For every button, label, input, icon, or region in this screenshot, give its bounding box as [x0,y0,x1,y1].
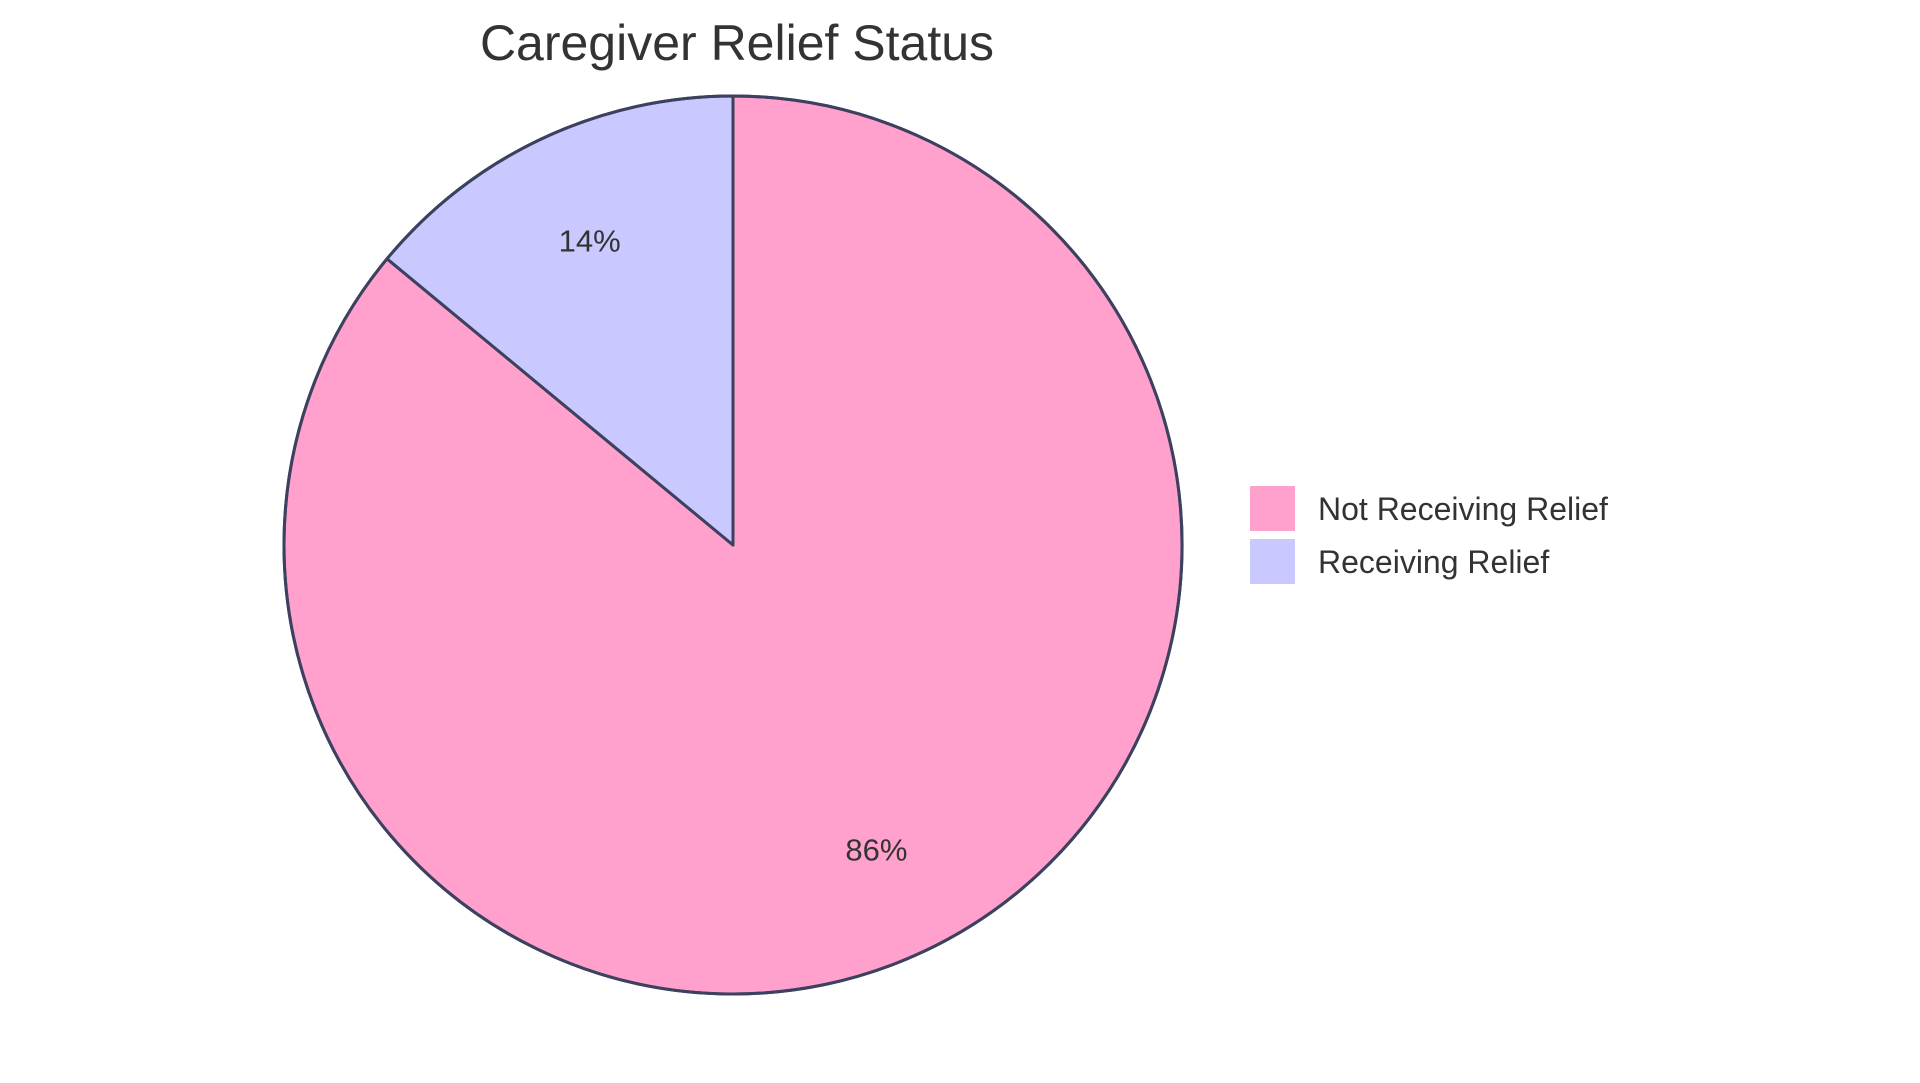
legend-item-receiving-relief[interactable]: Receiving Relief [1250,539,1549,584]
legend: Not Receiving Relief Receiving Relief [1250,486,1608,584]
legend-label-not-receiving-relief: Not Receiving Relief [1318,491,1608,527]
pie-outline [282,94,1184,996]
slice-label-not-receiving-relief: 86% [845,833,907,868]
legend-label-receiving-relief: Receiving Relief [1318,544,1549,580]
legend-swatch-not-receiving-relief [1250,486,1295,531]
pie-slice-labels: 86% 14% [559,223,908,867]
slice-label-receiving-relief: 14% [559,223,621,258]
legend-swatch-receiving-relief [1250,539,1295,584]
chart-title: Caregiver Relief Status [480,15,994,71]
legend-item-not-receiving-relief[interactable]: Not Receiving Relief [1250,486,1608,531]
pie-slices [282,94,1184,996]
